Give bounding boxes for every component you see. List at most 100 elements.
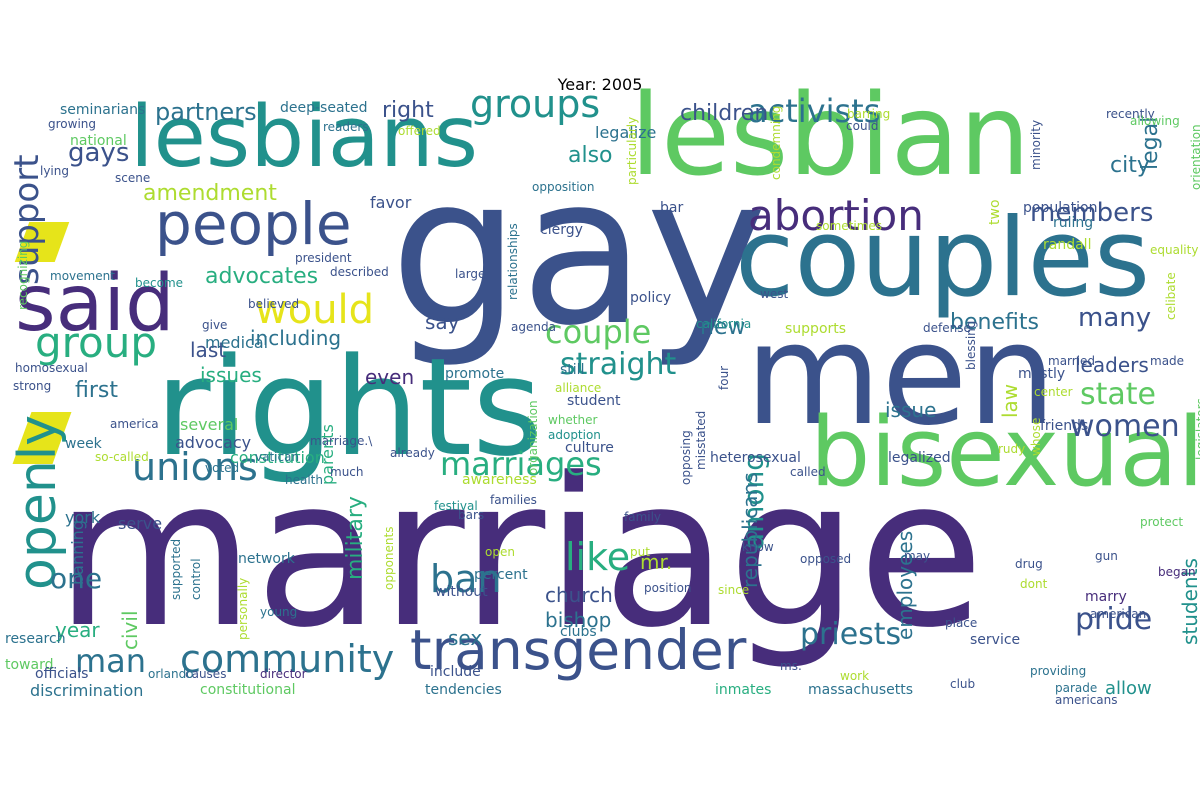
word-103: population — [1023, 200, 1098, 216]
word-123: give — [202, 318, 228, 332]
word-40: last — [190, 338, 227, 362]
word-112: lying — [40, 164, 69, 178]
word-23: activists — [748, 92, 881, 130]
word-29: women — [1070, 409, 1180, 444]
word-49: benefits — [950, 310, 1039, 335]
word-18: ban — [430, 557, 502, 601]
word-54: church — [545, 583, 613, 607]
word-121: large — [455, 267, 486, 281]
word-79: research — [5, 631, 66, 647]
word-44: leaders — [1075, 353, 1149, 377]
word-95: clubs — [560, 624, 597, 640]
word-170: made — [1150, 354, 1185, 368]
word-175: celibate — [1164, 272, 1178, 320]
word-34: partners — [155, 98, 257, 126]
word-13: group — [35, 318, 157, 367]
word-42: issues — [200, 363, 262, 387]
word-104: ruling — [1053, 215, 1094, 231]
word-92: awareness — [462, 472, 537, 488]
word-125: strong — [13, 379, 52, 393]
word-197: marriage.\ — [310, 434, 373, 448]
word-154: dont — [1020, 577, 1048, 591]
word-132: already — [390, 446, 435, 460]
word-61: say — [425, 310, 460, 334]
word-87: marry — [1085, 589, 1127, 605]
word-110: national — [70, 133, 127, 149]
word-190: relationships — [506, 223, 520, 300]
word-120: become — [135, 276, 184, 290]
word-168: defense — [923, 321, 971, 335]
word-46: city — [1110, 153, 1150, 178]
word-58: mr. — [640, 550, 673, 574]
word-115: scene — [115, 171, 151, 185]
word-85: massachusetts — [808, 682, 914, 698]
word-109: seminarians — [60, 102, 146, 118]
word-19: man — [75, 642, 147, 680]
word-134: bars — [458, 508, 485, 522]
word-157: protect — [1140, 515, 1184, 529]
word-147: club — [950, 677, 976, 691]
word-27: straight — [560, 347, 677, 382]
word-89: heterosexual — [710, 450, 801, 466]
word-74: week — [65, 436, 102, 452]
word-124: homosexual — [15, 361, 88, 375]
word-159: called — [790, 465, 826, 479]
word-119: movement — [50, 269, 115, 283]
word-149: parade — [1055, 681, 1098, 695]
word-80: toward — [5, 657, 54, 673]
word-137: put — [630, 545, 650, 559]
word-195: control — [189, 558, 203, 600]
word-174: equality — [1150, 243, 1199, 257]
word-48: right — [382, 98, 434, 123]
word-171: rudy — [998, 442, 1026, 456]
word-161: opposed — [800, 552, 852, 566]
word-73: advocacy — [175, 433, 252, 452]
word-163: adoption — [548, 428, 601, 442]
word-28: state — [1080, 377, 1156, 412]
word-0: marriage — [55, 435, 985, 673]
word-77: constitutional — [200, 682, 296, 698]
word-100: policy — [630, 290, 672, 306]
word-164: alliance — [555, 381, 602, 395]
word-105: two — [987, 199, 1003, 225]
word-144: director — [260, 667, 307, 681]
word-70: medical — [205, 333, 269, 352]
word-82: include — [430, 664, 481, 680]
word-21: like — [565, 535, 631, 579]
word-111: growing — [48, 117, 96, 131]
word-99: supports — [785, 321, 847, 337]
word-59: civil — [118, 610, 142, 650]
word-1: gay — [390, 133, 768, 371]
word-135: families — [490, 493, 537, 507]
word-194: supported — [169, 538, 183, 600]
word-186: four — [717, 365, 731, 390]
word-63: law — [998, 383, 1022, 418]
word-65: legalize — [595, 123, 657, 142]
word-196: opponents — [382, 526, 396, 590]
word-43: new — [700, 315, 746, 340]
word-55: bishop — [545, 608, 612, 632]
word-101: bar — [660, 200, 684, 216]
word-3: rights — [155, 329, 543, 486]
word-90: legalized — [888, 450, 951, 466]
word-156: began — [1158, 565, 1196, 579]
word-183: condemning — [769, 105, 783, 180]
word-114: offered — [398, 124, 441, 138]
word-140: since — [718, 583, 750, 597]
word-146: work — [840, 669, 870, 683]
word-145: ms. — [780, 659, 802, 673]
word-158: may — [904, 549, 931, 563]
word-6: couples — [735, 196, 1151, 321]
word-71: serve — [118, 514, 163, 533]
word-185: blessing — [964, 320, 978, 370]
word-127: voted — [205, 461, 240, 475]
word-9: transgender — [410, 618, 747, 682]
word-160: know — [742, 540, 774, 554]
word-94: without — [435, 584, 488, 600]
word-118: described — [330, 265, 389, 279]
word-57: sex — [448, 626, 483, 650]
word-93: percent — [474, 567, 528, 583]
word-4: lesbian — [630, 71, 1031, 201]
word-165: west — [760, 287, 789, 301]
word-193: personally — [236, 577, 250, 640]
